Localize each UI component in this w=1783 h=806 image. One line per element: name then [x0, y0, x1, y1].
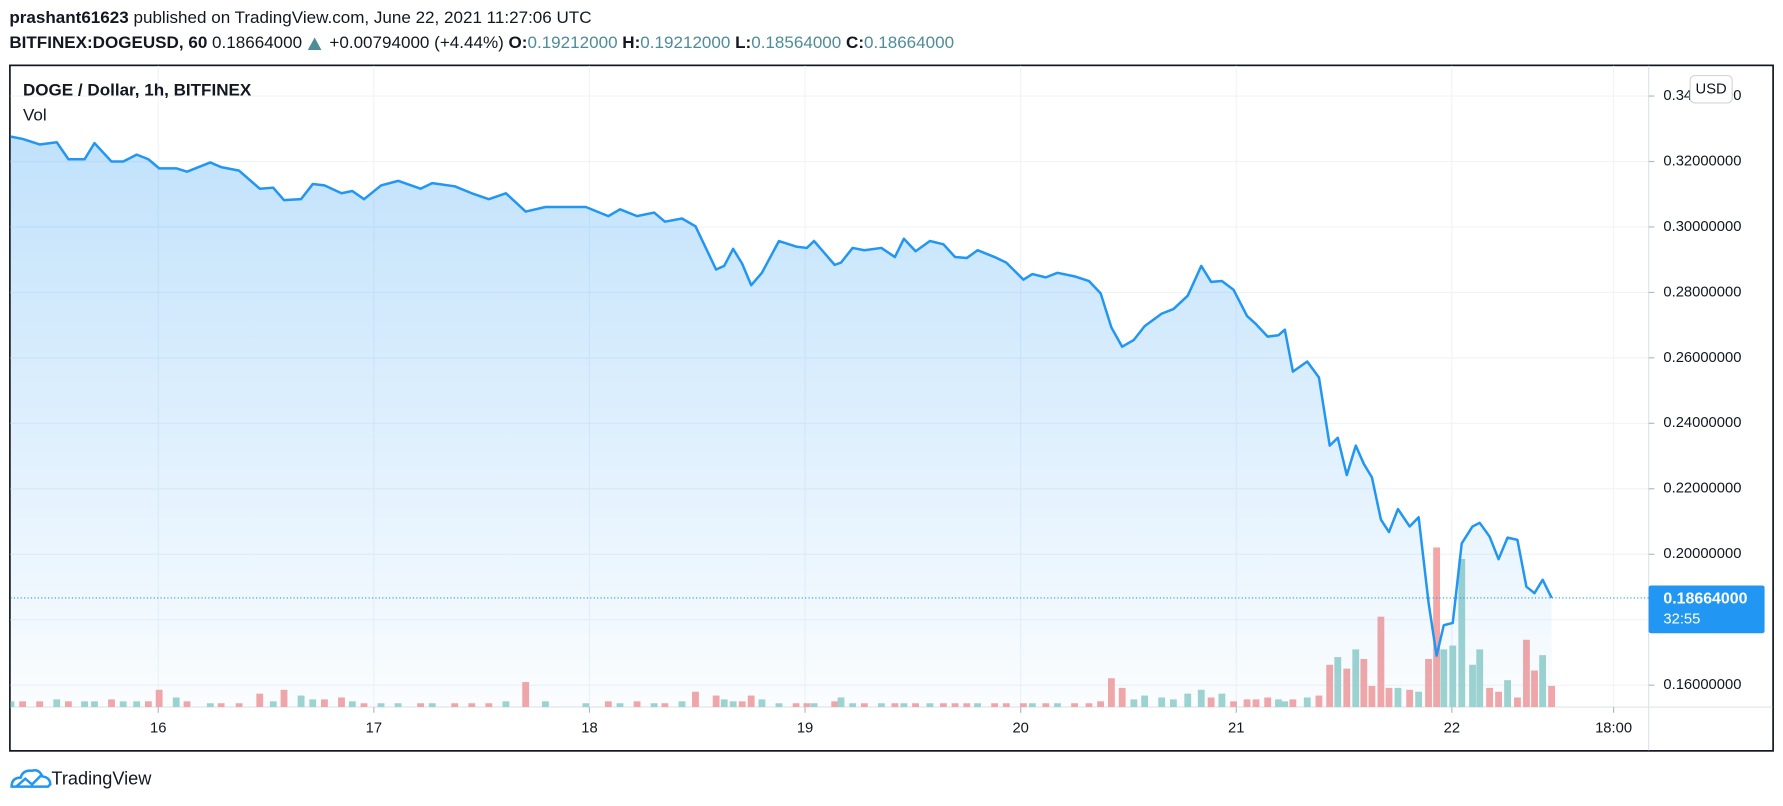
- last-price-badge: [1648, 585, 1765, 634]
- y-tick-label: 0.32000000: [1663, 153, 1741, 169]
- ohlc-value: 0.18664000: [864, 33, 954, 52]
- x-tick-label: 20: [1012, 721, 1028, 737]
- y-tick-label: 0.16000000: [1663, 677, 1741, 693]
- ohlc-value: 0.18564000: [751, 33, 841, 52]
- y-tick-label: 0.28000000: [1663, 284, 1741, 300]
- last-price-label: 0.18664000: [1663, 590, 1747, 607]
- volume-bar: [1433, 547, 1441, 708]
- x-tick-label: 18: [581, 721, 597, 737]
- ohlc-label: O:: [509, 33, 528, 52]
- price-line: [10, 135, 1553, 657]
- plot-area: [10, 135, 1556, 708]
- legend-vol: Vol: [23, 105, 47, 124]
- x-tick-label: 22: [1444, 721, 1460, 737]
- symbol: BITFINEX:DOGEUSD, 60: [9, 33, 207, 52]
- x-tick-label: 21: [1228, 721, 1244, 737]
- footer-brand: TradingView: [51, 769, 152, 789]
- currency-label[interactable]: USD: [1696, 82, 1727, 98]
- change: +0.00794000 (+4.44%): [329, 33, 503, 52]
- x-tick-label: 16: [150, 721, 166, 737]
- author: prashant61623: [9, 8, 128, 27]
- logo-icon: [10, 769, 52, 788]
- ohlc-label: C:: [846, 33, 864, 52]
- ohlc-label: H:: [622, 33, 640, 52]
- countdown-label: 32:55: [1663, 611, 1700, 627]
- x-tick-label: 17: [366, 721, 382, 737]
- price-area: [10, 136, 1552, 708]
- y-tick-label: 0.30000000: [1663, 219, 1741, 235]
- published: published on TradingView.com, June 22, 2…: [133, 8, 591, 27]
- header-line: prashant61623 published on TradingView.c…: [9, 8, 591, 27]
- ohlc-value: 0.19212000: [640, 33, 730, 52]
- x-tick-label: 19: [797, 721, 813, 737]
- ohlc-label: L:: [735, 33, 751, 52]
- y-tick-label: 0.26000000: [1663, 350, 1741, 366]
- y-tick-label: 0.22000000: [1663, 481, 1741, 497]
- x-tick-label: 18:00: [1595, 721, 1632, 737]
- y-tick-label: 0.20000000: [1663, 546, 1741, 562]
- header-line: BITFINEX:DOGEUSD, 60 0.18664000 +0.007940…: [9, 33, 954, 52]
- up-triangle: [307, 37, 322, 51]
- last-price: 0.18664000: [212, 33, 302, 52]
- logo-icon: [15, 774, 43, 788]
- legend-title: DOGE / Dollar, 1h, BITFINEX: [23, 80, 252, 99]
- y-tick-label: 0.24000000: [1663, 415, 1741, 431]
- ohlc-value: 0.19212000: [527, 33, 617, 52]
- logo: [10, 769, 52, 788]
- currency-badge[interactable]: [1689, 75, 1733, 104]
